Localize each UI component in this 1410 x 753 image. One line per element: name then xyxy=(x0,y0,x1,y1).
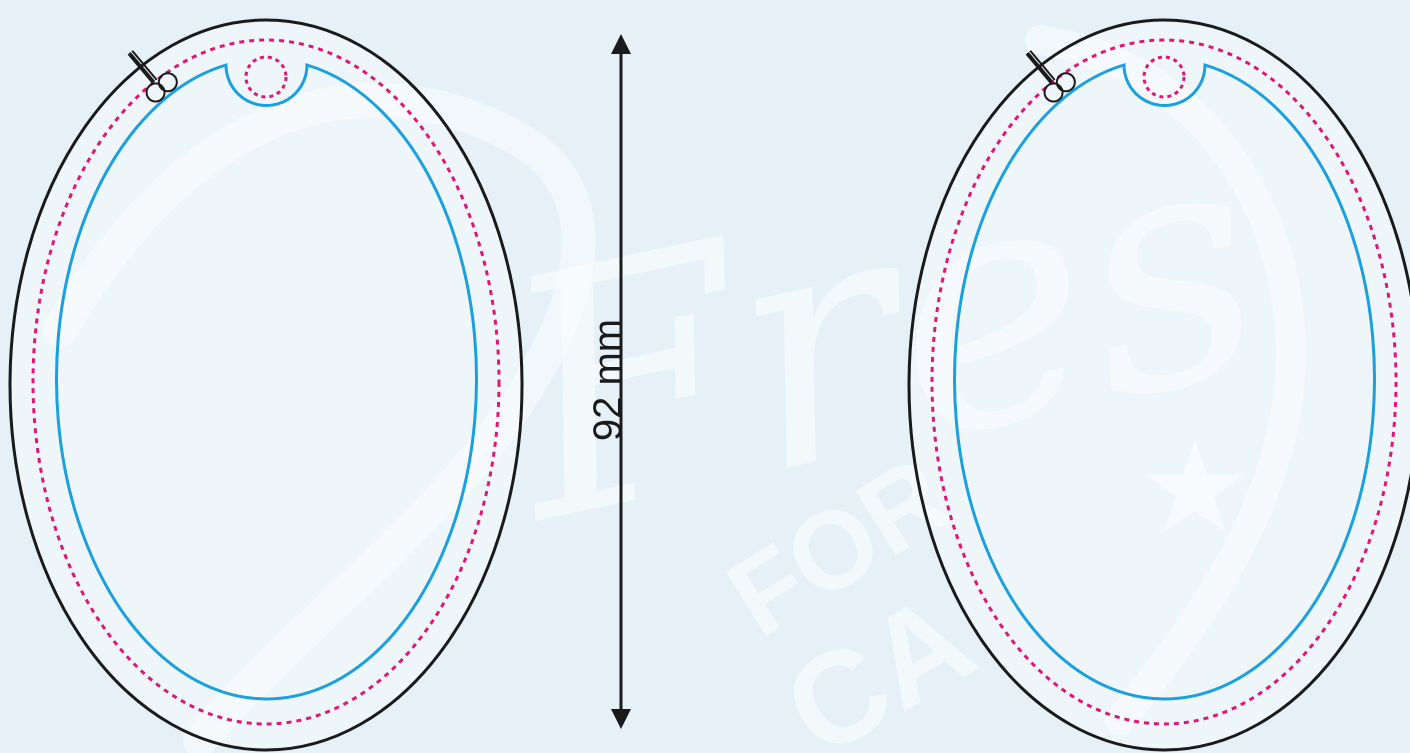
bleed-line xyxy=(930,38,1398,726)
cut-line xyxy=(907,18,1410,752)
dimension-label: 92 mm xyxy=(586,319,630,441)
scissors-icon xyxy=(127,50,178,103)
height-dimension: 92 mm xyxy=(586,34,631,729)
hang-hole xyxy=(244,55,288,99)
watermark-star xyxy=(1147,440,1243,531)
safe-area-line xyxy=(55,62,478,701)
left-oval-template xyxy=(8,18,524,752)
arrowhead-top-icon xyxy=(611,34,631,54)
cut-line xyxy=(8,18,524,752)
bleed-line xyxy=(31,38,501,726)
hang-hole xyxy=(1142,55,1186,99)
watermark-swash xyxy=(43,83,596,753)
safe-area-line xyxy=(953,62,1376,701)
watermark-swash-2 xyxy=(1025,25,1306,735)
right-oval-template xyxy=(907,18,1410,752)
arrowhead-bottom-icon xyxy=(611,709,631,729)
scissors-icon xyxy=(1025,50,1076,103)
